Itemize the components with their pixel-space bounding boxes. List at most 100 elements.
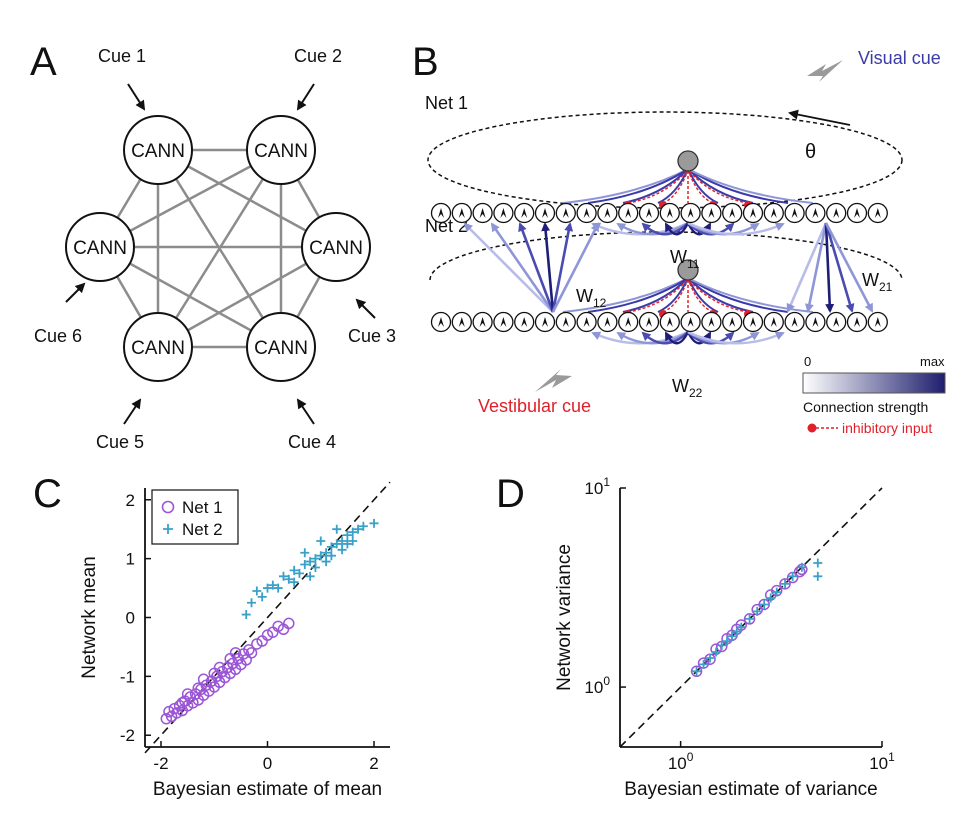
data-point-net2 <box>711 647 721 657</box>
cue-label: Cue 4 <box>288 432 336 452</box>
data-point-net2 <box>300 548 310 558</box>
data-point-net2 <box>348 527 358 537</box>
data-point-net2 <box>727 631 737 641</box>
global-connection <box>622 277 689 313</box>
data-point-net2 <box>332 539 342 549</box>
cue-arrow <box>296 398 315 425</box>
cann-node <box>246 115 316 185</box>
cross-connection-w21 <box>824 222 874 313</box>
vestibular-cue-arrow <box>535 369 572 392</box>
data-point-net1 <box>176 697 189 709</box>
cann-node-label: CANN <box>131 338 185 359</box>
cue-label: Cue 6 <box>34 326 82 346</box>
global-connection <box>687 168 754 204</box>
cross-connection-w12 <box>463 222 554 313</box>
data-point-net2 <box>252 586 262 596</box>
cann-node-label: CANN <box>254 141 308 162</box>
neuron-direction-icon <box>791 317 798 327</box>
neuron-direction-icon <box>646 317 652 327</box>
y-tick-exponent: 1 <box>603 475 610 489</box>
data-point-net1 <box>283 617 295 630</box>
data-point-net2 <box>342 539 352 549</box>
identity-line <box>619 487 883 748</box>
recurrent-connection <box>664 331 690 345</box>
global-connection <box>687 277 754 313</box>
data-point-net2 <box>759 599 769 609</box>
data-point-net2 <box>332 524 342 534</box>
net1-label: Net 1 <box>425 93 468 113</box>
data-point-net2 <box>722 636 732 646</box>
inhibitory-dot <box>807 423 817 433</box>
cross-connection-w12 <box>551 222 574 313</box>
legend-label-net2: Net 2 <box>182 520 223 539</box>
legend-box <box>151 489 239 545</box>
data-point-net2 <box>294 568 304 578</box>
neuron-direction-icon <box>583 317 590 327</box>
data-point-net2 <box>337 536 347 546</box>
data-point-net2 <box>300 560 310 570</box>
global-inhibitory-unit <box>677 259 699 281</box>
x-tick-label: 2 <box>369 754 378 773</box>
inhibitory-connection <box>662 278 689 313</box>
data-point-net2 <box>369 518 379 528</box>
neuron-direction-icon <box>729 317 736 327</box>
global-connection <box>562 277 689 313</box>
data-point-net2 <box>263 583 272 593</box>
y-tick-label: 100 <box>584 674 610 697</box>
x-axis-label: Bayesian estimate of mean <box>153 779 382 800</box>
data-point-net2 <box>772 587 782 597</box>
cross-connection-w12 <box>551 222 600 313</box>
neuron-direction-icon <box>625 208 632 218</box>
data-point-net2 <box>305 557 315 567</box>
legend-marker-net2 <box>163 524 173 534</box>
neuron-direction-icon <box>791 208 798 218</box>
visual-cue-arrow <box>807 60 843 82</box>
data-point-net2 <box>273 583 283 593</box>
y-tick-label: 0 <box>126 609 135 628</box>
panel-label-c: C <box>33 472 62 516</box>
global-connection <box>587 277 689 313</box>
data-point-net1 <box>197 673 210 686</box>
cann-node <box>65 212 135 282</box>
neuron-direction-icon <box>438 317 444 327</box>
y-axis-label: Network variance <box>554 544 575 691</box>
neuron-direction-icon <box>874 317 881 327</box>
cross-connection-w12 <box>490 222 555 313</box>
recurrent-connection <box>687 330 785 345</box>
global-connection <box>587 168 689 204</box>
w22-label: W22 <box>672 376 703 400</box>
cue-label: Cue 1 <box>98 46 146 66</box>
cann-node <box>123 312 193 382</box>
neuron-direction-icon <box>812 208 819 218</box>
neuron-direction-icon <box>500 317 507 327</box>
data-point-net2 <box>342 530 352 540</box>
inhibitory-connection <box>687 278 714 313</box>
x-tick-label: -2 <box>153 754 168 773</box>
visual-cue-label: Visual cue <box>858 48 941 68</box>
data-point-net2 <box>813 558 823 568</box>
data-point-net2 <box>310 554 320 564</box>
recurrent-connection <box>664 222 690 236</box>
neuron-direction-icon <box>479 317 486 327</box>
data-point-net2 <box>247 598 257 608</box>
panel-label-b: B <box>412 40 439 84</box>
neuron-direction-icon <box>750 208 756 218</box>
neuron-direction-icon <box>833 317 840 327</box>
legend: Net 1 Net 2 <box>151 489 239 545</box>
legend-label-net1: Net 1 <box>182 498 223 517</box>
cann-node <box>301 212 371 282</box>
y-tick-exponent: 0 <box>603 674 610 688</box>
y-tick-label: 1 <box>126 550 135 569</box>
cross-connection-w21 <box>786 222 828 313</box>
scale-max: max <box>920 354 945 369</box>
cross-connection-w21 <box>824 222 855 313</box>
neuron-direction-icon <box>812 317 819 327</box>
global-connection <box>562 168 689 204</box>
x-axis-label: Bayesian estimate of variance <box>624 779 877 800</box>
data-point-net2 <box>752 606 762 616</box>
data-point-net2 <box>316 551 326 561</box>
neuron-direction-icon <box>708 208 715 218</box>
data-point-net1 <box>243 644 255 656</box>
data-point-net1 <box>171 707 183 719</box>
